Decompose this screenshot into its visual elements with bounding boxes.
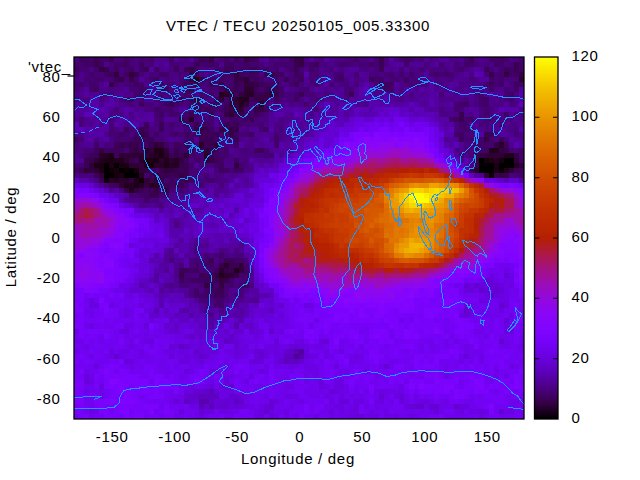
svg-text:-60: -60	[37, 350, 61, 367]
svg-text:-150: -150	[96, 428, 129, 445]
svg-text:60: 60	[572, 228, 590, 245]
svg-text:-40: -40	[37, 309, 61, 326]
svg-text:100: 100	[572, 107, 599, 124]
svg-text:40: 40	[42, 148, 60, 165]
svg-text:0: 0	[51, 229, 60, 246]
svg-text:0: 0	[295, 428, 304, 445]
svg-text:-50: -50	[225, 428, 249, 445]
svg-text:40: 40	[572, 288, 590, 305]
svg-text:150: 150	[474, 428, 501, 445]
svg-text:100: 100	[411, 428, 438, 445]
svg-text:0: 0	[572, 409, 581, 426]
svg-text:80: 80	[572, 168, 590, 185]
svg-text:20: 20	[42, 189, 60, 206]
svg-text:-80: -80	[37, 390, 61, 407]
svg-text:120: 120	[572, 47, 599, 64]
svg-text:VTEC / TECU 20250105_005.33300: VTEC / TECU 20250105_005.33300	[166, 17, 430, 34]
svg-text:20: 20	[572, 349, 590, 366]
svg-text:50: 50	[353, 428, 371, 445]
svg-text:-100: -100	[158, 428, 191, 445]
svg-text:60: 60	[42, 108, 60, 125]
svg-text:Longitude / deg: Longitude / deg	[241, 450, 355, 467]
svg-text:80: 80	[42, 68, 60, 85]
svg-text:-20: -20	[37, 269, 61, 286]
svg-text:Latitude / deg: Latitude / deg	[2, 187, 19, 288]
